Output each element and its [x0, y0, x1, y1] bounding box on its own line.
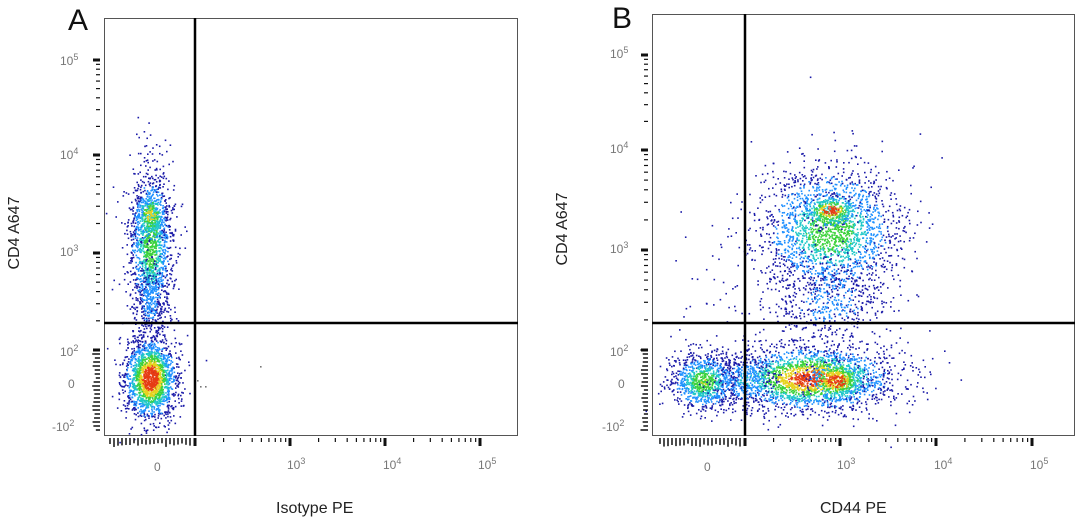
y-tick-1e2-a: 102 [60, 343, 79, 359]
y-tick-1e3-b: 103 [610, 240, 629, 256]
x-tick-1e3-b: 103 [837, 456, 856, 472]
x-tick-1e4-a: 104 [383, 456, 402, 472]
scatter-points-a [105, 116, 262, 444]
y-tick-0-a: 0 [68, 377, 75, 391]
axis-ticks [92, 53, 1034, 447]
x-axis-label-a: Isotype PE [276, 500, 354, 517]
x-tick-1e3-a: 103 [287, 456, 306, 472]
y-tick-1e5-a: 105 [60, 52, 79, 68]
panel-label-a: A [68, 4, 89, 37]
x-tick-1e5-a: 105 [478, 456, 497, 472]
y-tick-1e4-a: 104 [60, 146, 79, 162]
y-tick-neg1e2-a: -102 [52, 418, 75, 434]
x-tick-1e5-b: 105 [1030, 456, 1049, 472]
gate-lines-a [104, 18, 518, 436]
scatter-points-b [645, 76, 963, 449]
y-tick-neg1e2-b: -102 [602, 418, 625, 434]
x-axis-label-b: CD44 PE [820, 500, 887, 517]
panel-label-b: B [612, 2, 633, 35]
y-tick-1e2-b: 102 [610, 343, 629, 359]
x-tick-0-b: 0 [704, 460, 711, 474]
x-tick-0-a: 0 [154, 460, 161, 474]
gate-lines-b [652, 14, 1075, 436]
y-tick-1e3-a: 103 [60, 243, 79, 259]
y-tick-1e5-b: 105 [610, 45, 629, 61]
x-tick-1e4-b: 104 [934, 456, 953, 472]
plot-area-a [104, 18, 518, 436]
y-tick-0-b: 0 [618, 377, 625, 391]
y-tick-1e4-b: 104 [610, 140, 629, 156]
